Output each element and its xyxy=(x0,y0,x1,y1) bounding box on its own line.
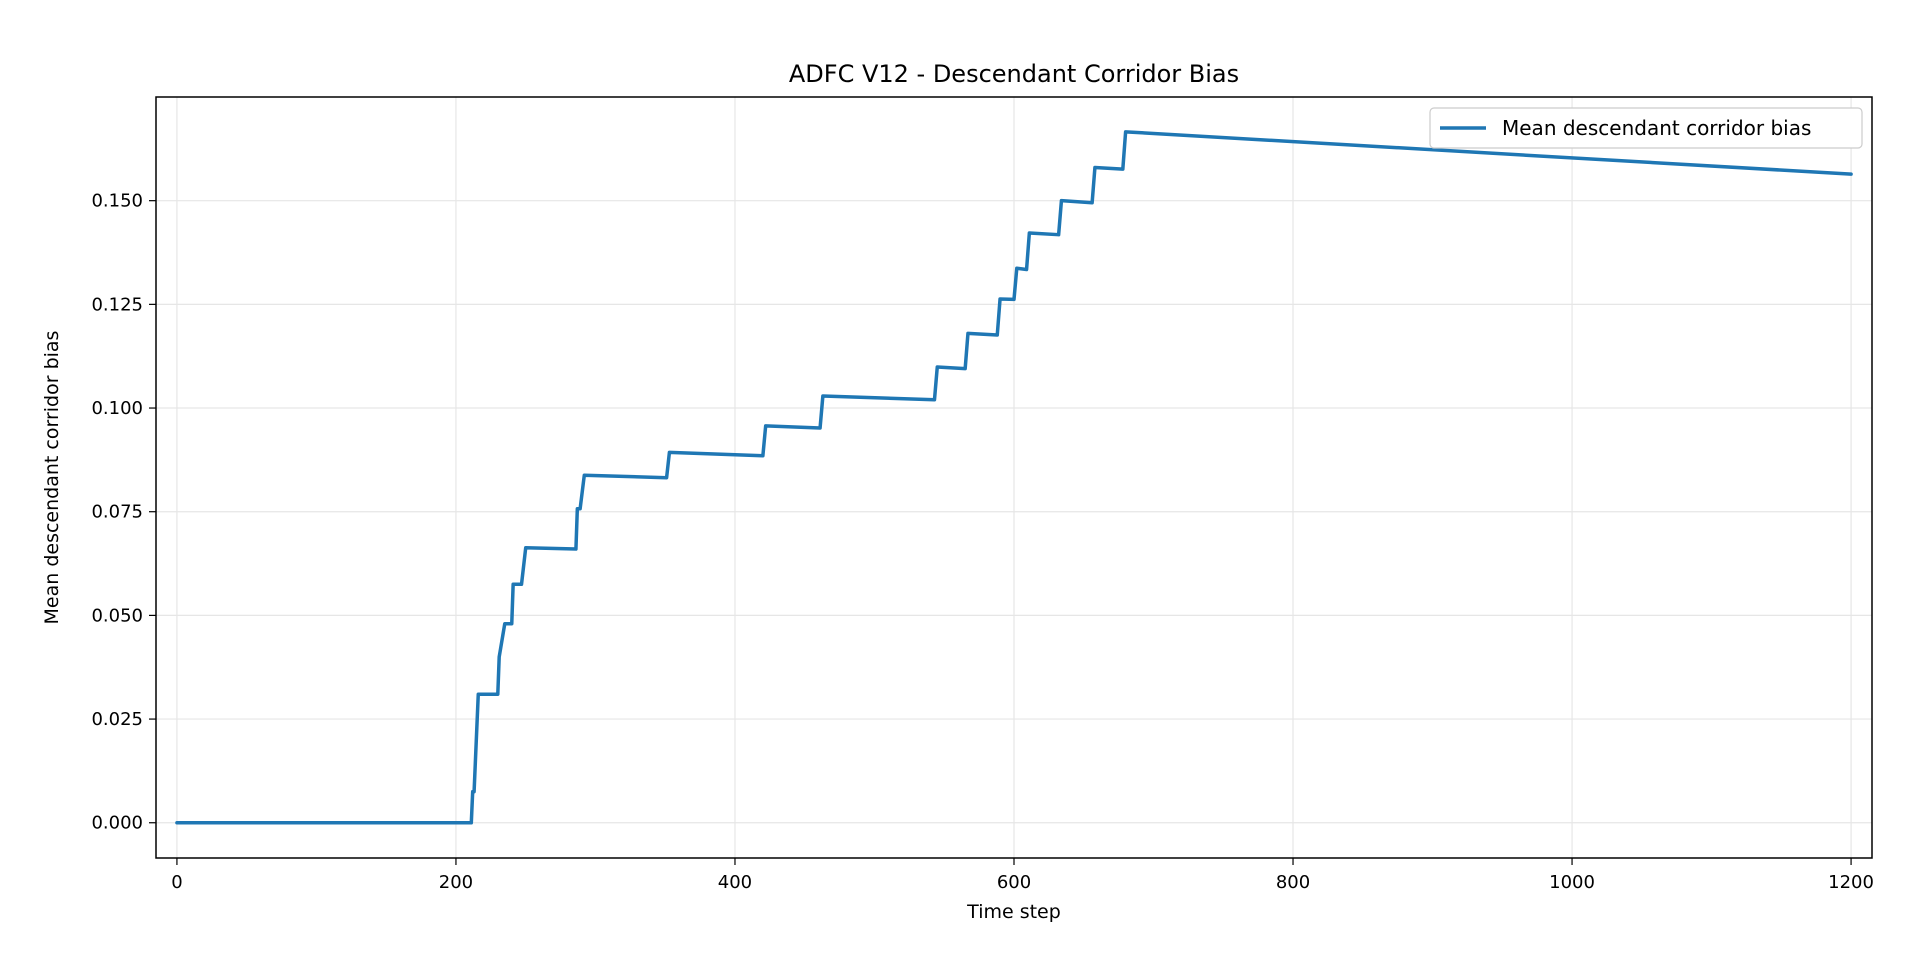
x-tick-label: 400 xyxy=(718,872,752,893)
y-tick-label: 0.000 xyxy=(91,813,143,834)
legend-box xyxy=(1429,107,1863,149)
y-tick-label: 0.150 xyxy=(91,191,143,212)
y-tick-label: 0.050 xyxy=(91,605,143,626)
x-tick-label: 800 xyxy=(1276,872,1310,893)
x-tick-label: 1000 xyxy=(1549,872,1595,893)
y-tick-label: 0.075 xyxy=(91,502,143,523)
legend-label: Mean descendant corridor bias xyxy=(1502,116,1811,140)
y-tick-label: 0.025 xyxy=(91,709,143,730)
x-axis-ticks: 0 200 400 600 800 1000 1200 xyxy=(171,858,1874,893)
series-line xyxy=(175,130,1853,825)
chart-title: ADFC V12 - Descendant Corridor Bias xyxy=(789,60,1239,88)
y-tick-label: 0.100 xyxy=(91,398,143,419)
x-tick-label: 0 xyxy=(171,872,182,893)
x-axis-label: Time step xyxy=(966,901,1061,923)
series-layer xyxy=(175,130,1853,825)
x-tick-label: 600 xyxy=(997,872,1031,893)
legend: Mean descendant corridor bias xyxy=(1429,107,1863,149)
y-tick-label: 0.125 xyxy=(91,294,143,315)
y-axis-ticks: 0.000 0.025 0.050 0.075 0.100 0.125 0.150 xyxy=(91,191,156,834)
x-tick-label: 1200 xyxy=(1828,872,1874,893)
y-axis-label: Mean descendant corridor bias xyxy=(41,331,63,625)
x-tick-label: 200 xyxy=(439,872,473,893)
